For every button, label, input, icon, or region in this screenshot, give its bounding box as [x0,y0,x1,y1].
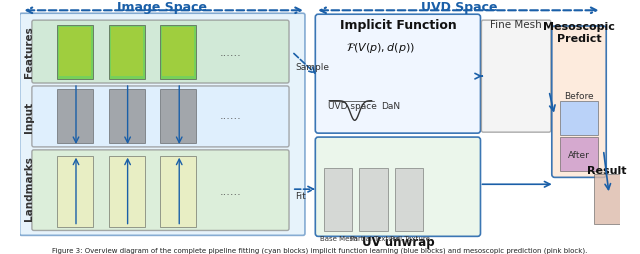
Bar [560,101,598,136]
Text: Features: Features [24,27,34,78]
Text: Before: Before [564,92,594,101]
Text: Sample: Sample [296,62,330,72]
Bar [560,137,598,172]
Bar [163,28,195,77]
Text: Image Space: Image Space [117,1,207,14]
FancyBboxPatch shape [32,150,289,231]
Text: Base Mesh: Base Mesh [320,235,358,241]
Bar [161,26,196,80]
Text: Landmarks: Landmarks [24,155,34,220]
Text: UVD space: UVD space [328,102,378,111]
Bar [324,168,352,232]
Bar [395,168,423,232]
Text: Result: Result [588,165,627,175]
FancyBboxPatch shape [316,137,481,236]
Text: Partial Texture: Partial Texture [349,235,399,241]
Bar [161,156,196,227]
Text: ......: ...... [220,111,242,121]
Text: $\mathcal{F}(V(p), d(p))$: $\mathcal{F}(V(p), d(p))$ [346,40,415,54]
Text: ......: ...... [220,47,242,57]
FancyBboxPatch shape [316,15,481,134]
Bar [59,28,91,77]
Bar [109,156,145,227]
Bar [111,28,143,77]
Bar [594,175,620,224]
Text: Mesoscopic
Predict: Mesoscopic Predict [543,22,615,43]
Bar [360,168,388,232]
FancyBboxPatch shape [20,14,305,235]
Bar [109,90,145,144]
Bar [57,156,93,227]
Text: Figure 3: Overview diagram of the complete pipeline fitting (cyan blocks) implic: Figure 3: Overview diagram of the comple… [52,247,588,253]
FancyBboxPatch shape [481,21,551,133]
Text: DaN: DaN [381,102,400,111]
FancyBboxPatch shape [32,21,289,84]
Text: Full Texture: Full Texture [390,235,430,241]
Bar [57,26,93,80]
Text: Fine Mesh: Fine Mesh [490,20,542,30]
Text: After: After [568,151,590,160]
FancyBboxPatch shape [32,87,289,147]
Text: Fit: Fit [296,191,307,200]
Text: ......: ...... [220,186,242,196]
Text: Input: Input [24,102,34,133]
Bar [57,90,93,144]
Bar [109,26,145,80]
Bar [161,90,196,144]
FancyBboxPatch shape [552,27,606,178]
Text: Implicit Function: Implicit Function [339,19,456,31]
Text: UVD Space: UVD Space [420,1,497,14]
Text: UV unwrap: UV unwrap [362,235,434,248]
